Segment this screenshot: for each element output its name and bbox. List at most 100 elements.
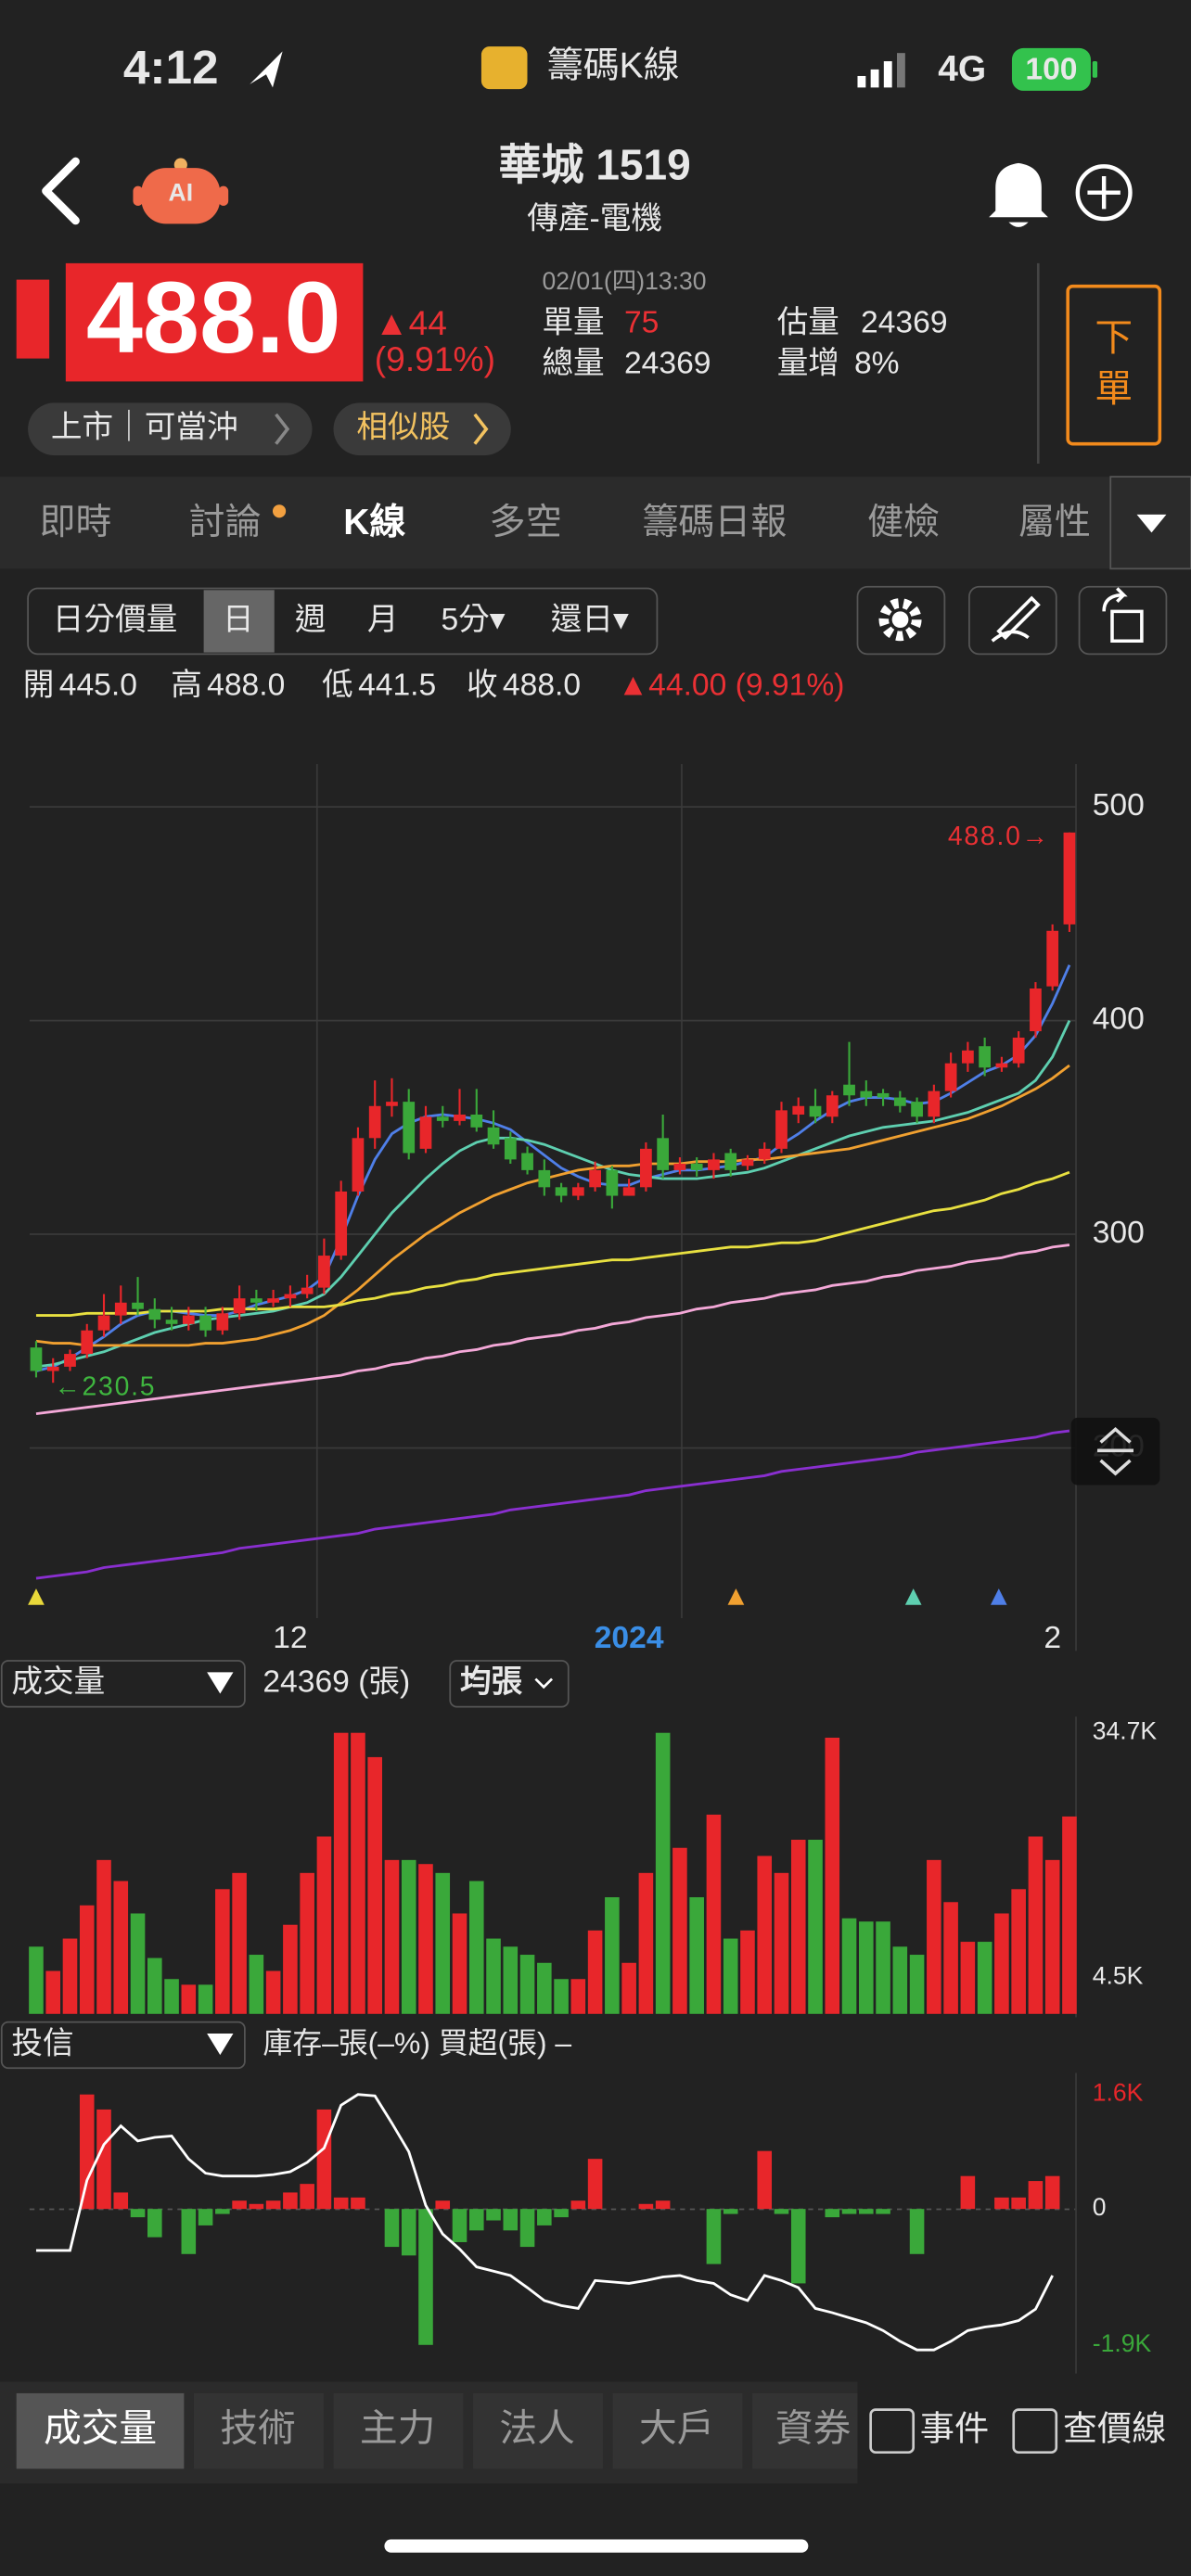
period-active <box>203 590 275 653</box>
bottom-tab-active[interactable] <box>16 2392 185 2469</box>
tab[interactable]: 籌碼日報 <box>642 503 787 542</box>
candle-body <box>538 1169 551 1188</box>
ohlc-label: 低 <box>322 668 353 703</box>
bar <box>418 1864 433 2014</box>
event-marker[interactable] <box>727 1588 745 1605</box>
bottom-tab-bg[interactable] <box>612 2392 743 2469</box>
period[interactable]: 月 <box>367 603 399 637</box>
scroll-handle[interactable] <box>1070 1417 1160 1486</box>
rotate-button[interactable] <box>1078 585 1168 656</box>
ohlc-label: 高 <box>171 668 202 703</box>
similar-pill[interactable] <box>333 402 511 456</box>
candle-body <box>182 1315 195 1324</box>
checkbox[interactable] <box>1012 2408 1058 2454</box>
checkbox-label: 查價線 <box>1063 2408 1167 2447</box>
indicator-select[interactable] <box>0 2021 246 2070</box>
period[interactable]: 日 <box>223 603 254 637</box>
candle-body <box>928 1090 941 1117</box>
adjust[interactable]: 還日▾ <box>551 602 629 637</box>
event-marker[interactable] <box>904 1588 922 1605</box>
bar <box>689 1897 704 2014</box>
back-button[interactable] <box>42 157 80 225</box>
bar <box>740 1930 755 2014</box>
bar <box>215 1889 230 2014</box>
bar <box>147 2209 162 2238</box>
bar <box>316 1836 332 2014</box>
candle-body <box>165 1320 178 1324</box>
ai-robot[interactable]: AI <box>133 158 229 224</box>
y-tick-label: 300 <box>1093 1216 1145 1250</box>
add-button[interactable] <box>1075 164 1133 222</box>
candle-body <box>419 1116 432 1149</box>
candle-body <box>301 1287 314 1294</box>
bar <box>283 2192 298 2210</box>
draw-button[interactable] <box>968 585 1057 656</box>
gear-center <box>891 611 909 629</box>
bar <box>655 1732 671 2014</box>
bar <box>960 2175 976 2210</box>
period[interactable]: 日分價量 <box>53 603 178 637</box>
bottom-tab[interactable]: 成交量 <box>44 2406 157 2449</box>
bar <box>587 1930 603 2014</box>
bell-icon[interactable] <box>989 162 1048 227</box>
bottom-tab-bg[interactable] <box>333 2392 464 2469</box>
bottom-tab[interactable]: 資券 <box>775 2406 851 2449</box>
volume-total: 24369 (張) <box>263 1665 410 1700</box>
tab[interactable]: 健檢 <box>867 503 940 542</box>
stock-sector: 傳產-電機 <box>527 201 662 236</box>
order-button[interactable] <box>1066 284 1162 446</box>
checkbox-label: 事件 <box>920 2408 989 2447</box>
candle-body <box>571 1187 584 1196</box>
tab[interactable]: 多空 <box>490 503 562 542</box>
candle-body <box>622 1187 635 1196</box>
bottom-tab[interactable]: 主力 <box>360 2406 435 2449</box>
bar <box>249 1955 264 2014</box>
tab[interactable]: 即時 <box>40 503 112 542</box>
rotate-icon <box>1102 587 1144 643</box>
bar <box>486 1938 501 2014</box>
bar <box>147 1958 162 2014</box>
bar <box>638 2203 654 2210</box>
avg-label: 均張 <box>460 1664 523 1700</box>
similar: 相似股 <box>356 410 450 445</box>
checkbox[interactable] <box>869 2408 916 2454</box>
bar <box>672 1847 687 2014</box>
bar <box>655 2200 671 2210</box>
candle-body <box>758 1148 771 1160</box>
period[interactable]: 5分▾ <box>441 603 505 637</box>
bottom-tab[interactable]: 技術 <box>220 2406 295 2449</box>
tab-bar <box>0 477 1191 569</box>
bottom-tab[interactable]: 大戶 <box>639 2406 714 2449</box>
candle-body <box>284 1294 297 1299</box>
event-marker[interactable] <box>28 1588 45 1605</box>
bar <box>215 2209 230 2214</box>
signal-icon <box>857 53 905 88</box>
avg-button[interactable] <box>449 1660 570 1708</box>
event-marker[interactable] <box>990 1588 1007 1605</box>
candle-body <box>657 1138 670 1170</box>
settings-button[interactable] <box>856 585 946 656</box>
candle-body <box>640 1148 652 1188</box>
y-tick-label: -1.9K <box>1093 2329 1152 2357</box>
bottom-tab-bg[interactable] <box>752 2392 858 2469</box>
volume-increase: 8% <box>854 347 900 381</box>
battery-level: 100 <box>1025 53 1077 87</box>
candle-body <box>826 1095 839 1117</box>
ohlc-value: 488.0 <box>207 669 285 703</box>
bar <box>96 1859 111 2014</box>
bar <box>468 1881 484 2014</box>
bar <box>757 1855 773 2014</box>
tab[interactable]: 屬性 <box>1018 503 1091 542</box>
bar <box>1044 2175 1060 2210</box>
indicator-select[interactable] <box>0 1660 246 1708</box>
bottom-tab[interactable]: 法人 <box>499 2406 574 2449</box>
market-pill[interactable] <box>28 402 313 456</box>
tab-active[interactable]: K線 <box>343 503 405 542</box>
tab[interactable]: 討論 <box>189 503 262 542</box>
candle-body <box>741 1159 754 1167</box>
period[interactable]: 週 <box>295 602 327 637</box>
bottom-tab-bg[interactable] <box>473 2392 603 2469</box>
bottom-tab-bg[interactable] <box>193 2392 324 2469</box>
bar <box>774 1872 789 2014</box>
